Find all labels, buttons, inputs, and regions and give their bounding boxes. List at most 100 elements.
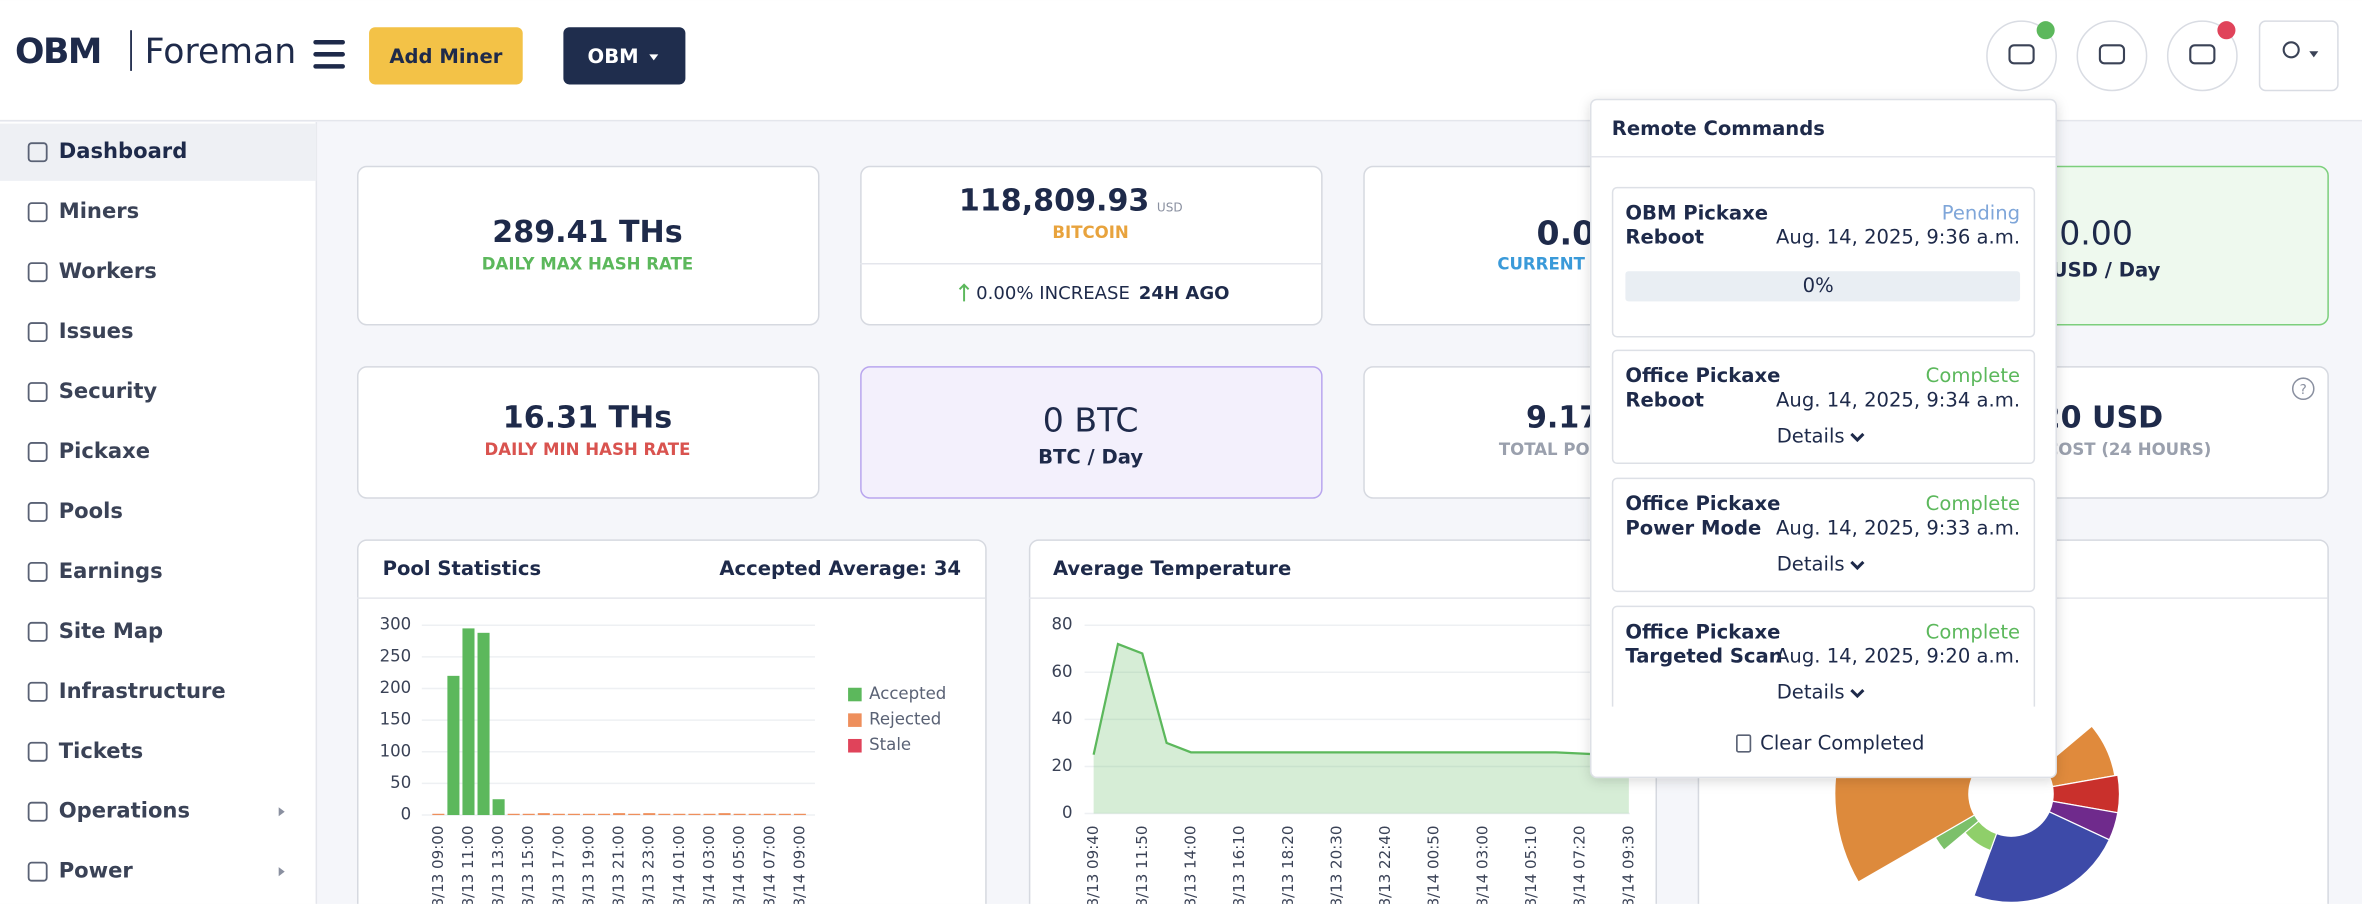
bar bbox=[567, 813, 580, 816]
nav-item[interactable]: Tickets bbox=[59, 738, 143, 763]
org-button[interactable] bbox=[563, 27, 686, 85]
stat-card bbox=[860, 165, 1323, 326]
details-toggle[interactable]: Details bbox=[1777, 424, 1845, 447]
card-unit: USD bbox=[1157, 200, 1183, 214]
icon-glyph bbox=[2008, 44, 2035, 65]
legend-label: Accepted bbox=[869, 684, 946, 703]
clear-completed[interactable]: Clear Completed bbox=[1760, 732, 1924, 755]
chart-title: Average Temperature bbox=[1053, 557, 1291, 580]
user-caret bbox=[2309, 51, 2319, 58]
nav-icon bbox=[27, 382, 48, 402]
command-action: Reboot bbox=[1625, 226, 1704, 249]
bar bbox=[748, 813, 761, 816]
y-tick-label: 250 bbox=[380, 646, 412, 665]
x-tick-label: 08/13 09:00 bbox=[429, 826, 447, 904]
command-card bbox=[1611, 477, 2036, 593]
bar bbox=[582, 813, 596, 816]
x-tick-label: 08/13 11:00 bbox=[459, 826, 477, 904]
bar bbox=[432, 813, 445, 816]
bar bbox=[628, 813, 641, 816]
chevron bbox=[1850, 560, 1865, 571]
progress-label: 0% bbox=[1803, 274, 1834, 297]
y-tick-label: 80 bbox=[1051, 615, 1072, 634]
x-tick-label: 08/14 07:20 bbox=[1571, 826, 1589, 904]
command-status: Complete bbox=[1926, 364, 2020, 387]
command-status: Complete bbox=[1926, 620, 2020, 643]
nav-item[interactable]: Pickaxe bbox=[59, 438, 150, 463]
sidebar bbox=[0, 122, 317, 904]
header-icon-button[interactable] bbox=[2076, 20, 2148, 92]
user-menu[interactable] bbox=[2258, 20, 2339, 92]
nav-item[interactable]: Operations bbox=[59, 798, 190, 823]
y-tick-label: 150 bbox=[380, 710, 412, 729]
nav-icon bbox=[27, 442, 48, 462]
popup-title: Remote Commands bbox=[1612, 117, 1825, 140]
nav-item[interactable]: Earnings bbox=[59, 558, 163, 583]
bar bbox=[793, 813, 806, 816]
x-tick-label: 08/13 17:00 bbox=[549, 826, 567, 904]
x-tick-label: 08/14 01:00 bbox=[670, 826, 688, 904]
bar bbox=[643, 813, 656, 816]
card-value: 16.31 THs bbox=[503, 400, 672, 435]
add-miner-label[interactable]: Add Miner bbox=[389, 45, 502, 68]
bar bbox=[733, 813, 746, 816]
card-value: 0.00 bbox=[2059, 214, 2133, 253]
menu-icon[interactable] bbox=[313, 64, 345, 69]
stat-card bbox=[357, 366, 820, 499]
help-glyph: ? bbox=[2300, 382, 2307, 398]
x-tick-label: 08/13 22:40 bbox=[1376, 826, 1394, 904]
header-icon-button[interactable] bbox=[1986, 20, 2057, 92]
nav-item[interactable]: Infrastructure bbox=[59, 678, 226, 703]
chart-summary: Accepted Average: 34 bbox=[719, 557, 961, 580]
command-name: OBM Pickaxe bbox=[1625, 201, 1768, 224]
notification-dot bbox=[2036, 21, 2055, 40]
card-value: 118,809.93 bbox=[959, 183, 1149, 218]
details-toggle[interactable]: Details bbox=[1777, 552, 1845, 575]
x-tick-label: 08/13 23:00 bbox=[640, 826, 658, 904]
nav-item[interactable]: Site Map bbox=[59, 618, 163, 643]
add-miner-button[interactable] bbox=[369, 27, 523, 85]
org-label[interactable]: OBM bbox=[588, 45, 639, 68]
command-name: Office Pickaxe bbox=[1625, 620, 1780, 643]
y-tick-label: 0 bbox=[401, 805, 412, 824]
y-tick-label: 200 bbox=[380, 678, 412, 697]
icon-glyph bbox=[2189, 44, 2216, 65]
nav-icon bbox=[27, 861, 48, 882]
nav-item[interactable]: Security bbox=[59, 378, 158, 403]
stat-card bbox=[860, 366, 1323, 499]
y-tick-label: 0 bbox=[1062, 803, 1073, 822]
header-icon-button[interactable] bbox=[2166, 20, 2238, 92]
change-period: 24H AGO bbox=[1139, 283, 1230, 304]
menu-icon[interactable] bbox=[313, 40, 345, 45]
bar bbox=[673, 813, 686, 816]
nav-item[interactable]: Workers bbox=[59, 258, 157, 283]
x-tick-label: 08/14 05:00 bbox=[730, 826, 748, 904]
nav-item[interactable]: Dashboard bbox=[59, 138, 188, 163]
user-glyph bbox=[2282, 41, 2300, 59]
nav-icon bbox=[27, 502, 48, 522]
line bbox=[1092, 642, 1629, 756]
card-label: CURRENT bbox=[1497, 255, 1585, 274]
menu-icon[interactable] bbox=[313, 52, 345, 57]
details-toggle[interactable]: Details bbox=[1777, 681, 1845, 704]
card-value: 20 USD bbox=[2040, 400, 2164, 435]
nav-icon bbox=[27, 262, 48, 283]
card-label: USD / Day bbox=[2052, 259, 2161, 282]
chart-title: Pool Statistics bbox=[383, 557, 541, 580]
nav-icon bbox=[27, 202, 48, 223]
bar bbox=[688, 813, 701, 816]
product-name: Foreman bbox=[145, 32, 297, 72]
bar bbox=[613, 813, 626, 816]
nav-item[interactable]: Miners bbox=[59, 198, 139, 223]
nav-item[interactable]: Pools bbox=[59, 498, 123, 523]
bar bbox=[703, 813, 716, 816]
nav-item[interactable]: Issues bbox=[59, 318, 134, 343]
nav-item[interactable]: Power bbox=[59, 858, 134, 883]
command-time: Aug. 14, 2025, 9:34 a.m. bbox=[1776, 388, 2020, 411]
bar bbox=[778, 813, 791, 816]
x-tick-label: 08/13 16:10 bbox=[1230, 826, 1248, 904]
help-icon[interactable] bbox=[2291, 377, 2315, 401]
card-label: DAILY MIN HASH RATE bbox=[485, 440, 691, 459]
